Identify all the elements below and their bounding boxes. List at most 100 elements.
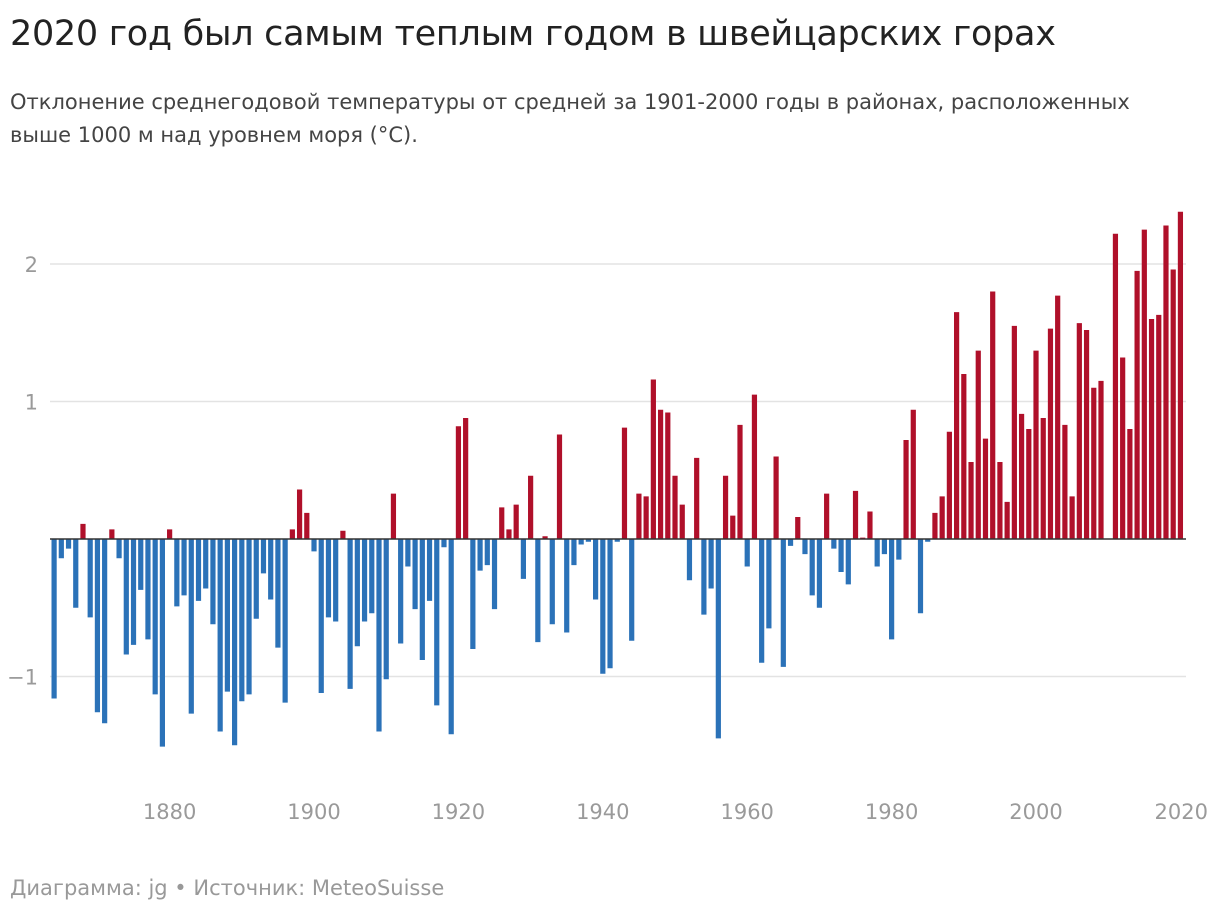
x-tick-label: 1980 bbox=[865, 800, 918, 824]
bar-1932 bbox=[542, 536, 548, 539]
bar-1890 bbox=[239, 539, 245, 702]
bar-1989 bbox=[954, 312, 960, 540]
bar-1900 bbox=[311, 539, 317, 552]
bar-1917 bbox=[434, 539, 440, 706]
x-tick-label: 1960 bbox=[720, 800, 773, 824]
bar-1930 bbox=[528, 475, 534, 539]
bar-1961 bbox=[751, 394, 758, 540]
x-tick-label: 2020 bbox=[1155, 800, 1208, 824]
bar-1929 bbox=[520, 539, 526, 579]
bar-1944 bbox=[629, 539, 635, 641]
chart-credit: Диаграмма: jg • Источник: MeteoSuisse bbox=[10, 876, 445, 900]
bar-1865 bbox=[58, 539, 64, 559]
bar-1925 bbox=[491, 539, 498, 610]
bar-1887 bbox=[217, 539, 223, 732]
bar-1933 bbox=[549, 539, 555, 625]
bar-1924 bbox=[484, 539, 490, 566]
bar-1926 bbox=[499, 507, 505, 540]
bar-1936 bbox=[571, 539, 577, 566]
bar-1894 bbox=[268, 539, 274, 600]
x-tick-label: 1880 bbox=[143, 800, 196, 824]
bar-1966 bbox=[787, 539, 794, 546]
bar-1974 bbox=[845, 539, 851, 585]
bar-1909 bbox=[376, 539, 382, 732]
bar-1912 bbox=[398, 539, 404, 644]
bar-1973 bbox=[838, 539, 844, 572]
bar-1867 bbox=[73, 539, 79, 608]
bar-1893 bbox=[260, 539, 267, 574]
bar-2006 bbox=[1076, 323, 1082, 540]
bar-1937 bbox=[578, 539, 584, 545]
bar-1922 bbox=[470, 539, 476, 649]
bar-1884 bbox=[195, 539, 202, 601]
bar-1959 bbox=[737, 424, 743, 540]
bar-1946 bbox=[643, 496, 649, 540]
bar-1911 bbox=[390, 493, 397, 540]
bar-1975 bbox=[852, 490, 859, 540]
bar-1954 bbox=[701, 539, 707, 615]
bar-2001 bbox=[1040, 418, 1046, 539]
bar-1940 bbox=[600, 539, 606, 674]
bar-1984 bbox=[917, 539, 924, 614]
bar-1898 bbox=[296, 489, 303, 539]
bar-1901 bbox=[318, 539, 324, 693]
bar-1876 bbox=[138, 539, 144, 590]
x-tick-label: 1900 bbox=[287, 800, 340, 824]
bar-1907 bbox=[361, 539, 368, 622]
y-axis-ticks: 2 1 −1 bbox=[7, 253, 38, 690]
chart-subtitle: Отклонение среднегодовой температуры от … bbox=[10, 90, 1130, 147]
bar-1957 bbox=[722, 475, 729, 539]
bar-2004 bbox=[1062, 424, 1068, 540]
bar-1916 bbox=[426, 539, 433, 601]
bar-1864 bbox=[51, 539, 57, 699]
bar-1992 bbox=[975, 350, 981, 540]
bar-2003 bbox=[1055, 295, 1061, 540]
bar-1988 bbox=[946, 431, 952, 539]
bar-1906 bbox=[354, 539, 360, 647]
bar-1879 bbox=[159, 539, 165, 747]
bar-1928 bbox=[513, 504, 519, 540]
bar-1931 bbox=[535, 539, 541, 643]
bar-1888 bbox=[224, 539, 230, 692]
bar-2008 bbox=[1091, 387, 1097, 539]
bar-1915 bbox=[419, 539, 425, 660]
bar-2020 bbox=[1177, 211, 1184, 539]
bar-1994 bbox=[990, 291, 996, 539]
bar-1943 bbox=[621, 427, 628, 540]
bar-1883 bbox=[188, 539, 194, 714]
bar-1965 bbox=[780, 539, 786, 667]
bar-2011 bbox=[1112, 233, 1119, 539]
bar-1987 bbox=[939, 496, 945, 540]
bar-1897 bbox=[289, 529, 295, 540]
bar-1967 bbox=[795, 517, 801, 539]
bar-1968 bbox=[802, 539, 808, 555]
bar-1921 bbox=[463, 418, 469, 539]
bar-1979 bbox=[881, 539, 887, 555]
bar-1877 bbox=[145, 539, 151, 640]
bar-1942 bbox=[614, 539, 620, 542]
bar-1964 bbox=[773, 456, 779, 539]
chart-title: 2020 год был самым теплым годом в швейца… bbox=[10, 14, 1056, 54]
bar-1903 bbox=[333, 539, 339, 622]
bar-1882 bbox=[181, 539, 187, 596]
bar-1972 bbox=[831, 539, 837, 549]
bar-1956 bbox=[715, 539, 721, 739]
bar-2012 bbox=[1120, 357, 1126, 539]
bar-1899 bbox=[304, 512, 310, 540]
bar-1910 bbox=[383, 539, 389, 680]
bar-1913 bbox=[405, 539, 411, 567]
y-tick-label: 1 bbox=[25, 391, 38, 415]
bar-1891 bbox=[246, 539, 252, 695]
bar-1886 bbox=[210, 539, 216, 625]
bar-1983 bbox=[910, 409, 916, 539]
bar-1878 bbox=[152, 539, 158, 695]
bar-1955 bbox=[708, 539, 714, 589]
bar-1881 bbox=[174, 539, 180, 607]
bar-2015 bbox=[1141, 229, 1147, 540]
bar-1963 bbox=[766, 539, 772, 629]
bar-1951 bbox=[679, 504, 685, 540]
bar-1880 bbox=[167, 529, 173, 540]
bar-1873 bbox=[116, 539, 122, 559]
bar-1914 bbox=[412, 539, 418, 610]
